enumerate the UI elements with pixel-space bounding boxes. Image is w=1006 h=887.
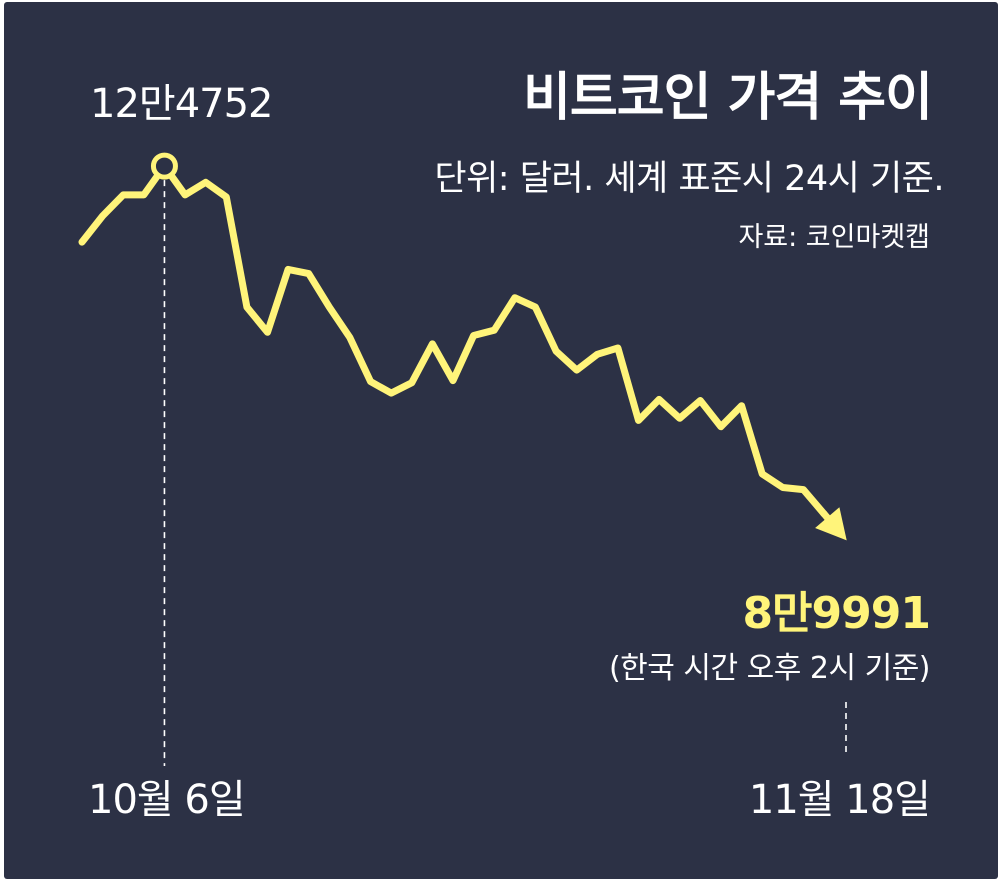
end-value-label: 8만9991 <box>742 588 931 639</box>
peak-marker <box>150 152 178 180</box>
x-tick-label-start: 10월 6일 <box>88 777 246 823</box>
price-series-line <box>78 162 828 518</box>
chart-title: 비트코인 가격 추이 <box>523 68 933 128</box>
arrow-head <box>815 507 847 541</box>
arrow-shaft <box>820 510 831 522</box>
line-chart <box>78 152 847 766</box>
chart-subtitle: 단위: 달러. 세계 표준시 24시 기준. <box>434 159 944 199</box>
chart-panel: 비트코인 가격 추이 단위: 달러. 세계 표준시 24시 기준. 자료: 코인… <box>4 2 998 879</box>
end-value-note: (한국 시간 오후 2시 기준) <box>608 651 931 686</box>
chart-source: 자료: 코인마켓캡 <box>738 222 930 253</box>
peak-value-label: 12만4752 <box>90 81 273 127</box>
x-tick-label-end: 11월 18일 <box>748 777 931 823</box>
